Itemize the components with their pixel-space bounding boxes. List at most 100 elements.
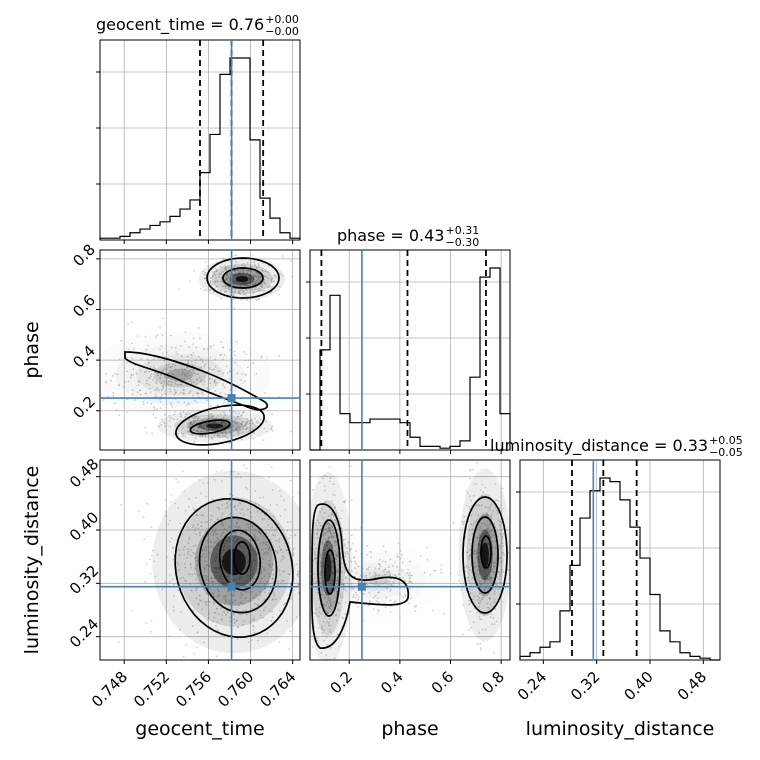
sample-point (331, 579, 334, 582)
sample-point (159, 401, 162, 403)
sample-point (335, 555, 338, 557)
sample-point (140, 358, 142, 360)
sample-point (221, 431, 224, 434)
sample-point (211, 428, 213, 431)
sample-point (277, 580, 279, 583)
sample-point (235, 521, 238, 524)
sample-point (197, 447, 199, 449)
sample-point (249, 278, 252, 280)
sample-point (142, 403, 145, 405)
sample-point (185, 413, 188, 416)
sample-point (266, 580, 269, 583)
y-tick-label: 0.4 (69, 342, 99, 372)
sample-point (250, 270, 253, 272)
sample-point (259, 418, 262, 421)
sample-point (248, 274, 250, 277)
sample-point (249, 279, 251, 281)
sample-point (213, 530, 216, 533)
sample-point (238, 525, 241, 528)
sample-point (268, 559, 271, 562)
sample-point (233, 293, 235, 296)
sample-point (221, 421, 223, 423)
sample-point (208, 389, 211, 392)
sample-point (255, 279, 258, 282)
sample-point (159, 374, 162, 377)
sample-point (169, 369, 172, 372)
sample-point (238, 544, 241, 547)
sample-point (240, 422, 243, 425)
sample-point (239, 293, 242, 295)
sample-point (471, 469, 474, 471)
sample-point (220, 516, 223, 518)
sample-point (217, 612, 220, 615)
sample-point (205, 592, 208, 595)
sample-point (306, 571, 308, 573)
sample-point (238, 428, 241, 431)
sample-point (282, 604, 285, 606)
sample-point (215, 270, 218, 273)
sample-point (198, 479, 201, 481)
sample-point (224, 429, 226, 432)
sample-point (227, 275, 230, 278)
sample-point (205, 430, 208, 433)
sample-point (443, 612, 445, 615)
sample-point (250, 563, 253, 566)
sample-point (511, 552, 513, 554)
sample-point (259, 580, 262, 582)
sample-point (216, 434, 219, 437)
sample-point (209, 289, 212, 292)
sample-point (105, 381, 107, 383)
sample-point (222, 346, 224, 349)
sample-point (271, 599, 274, 601)
sample-point (239, 273, 242, 276)
sample-point (220, 534, 223, 537)
sample-point (200, 430, 203, 433)
sample-point (196, 514, 199, 517)
sample-point (324, 532, 327, 535)
x-tick-label: 0.32 (567, 668, 603, 704)
sample-point (307, 572, 309, 574)
sample-point (252, 282, 255, 285)
sample-point (240, 545, 243, 548)
sample-point (204, 435, 207, 438)
sample-point (312, 489, 314, 491)
sample-point (208, 416, 211, 419)
sample-point (253, 619, 256, 621)
sample-point (275, 598, 277, 600)
sample-point (223, 425, 226, 428)
sample-point (220, 341, 222, 344)
x-axis-label-phase: phase (381, 718, 438, 740)
sample-point (225, 599, 227, 602)
sample-point (355, 550, 357, 552)
sample-point (192, 507, 195, 509)
sample-point (203, 575, 205, 577)
sample-point (213, 428, 215, 431)
sample-point (217, 428, 219, 431)
sample-point (340, 527, 343, 530)
sample-point (265, 552, 268, 555)
sample-point (215, 417, 218, 419)
sample-point (202, 641, 205, 644)
sample-point (200, 366, 203, 369)
sample-point (316, 537, 319, 539)
sample-point (306, 652, 308, 654)
sample-point (256, 510, 259, 513)
sample-point (327, 537, 330, 540)
sample-point (233, 506, 236, 508)
sample-point (130, 374, 133, 377)
sample-point (187, 431, 190, 433)
sample-point (187, 506, 190, 508)
sample-point (127, 348, 130, 350)
sample-point (329, 631, 332, 634)
sample-point (222, 549, 225, 551)
sample-point (211, 429, 214, 431)
sample-point (219, 265, 222, 268)
sample-point (241, 421, 244, 423)
sample-point (215, 381, 218, 384)
sample-point (200, 358, 202, 361)
sample-point (240, 591, 242, 594)
sample-point (206, 563, 209, 566)
sample-point (214, 571, 217, 574)
sample-point (250, 549, 253, 551)
sample-point (227, 275, 230, 278)
